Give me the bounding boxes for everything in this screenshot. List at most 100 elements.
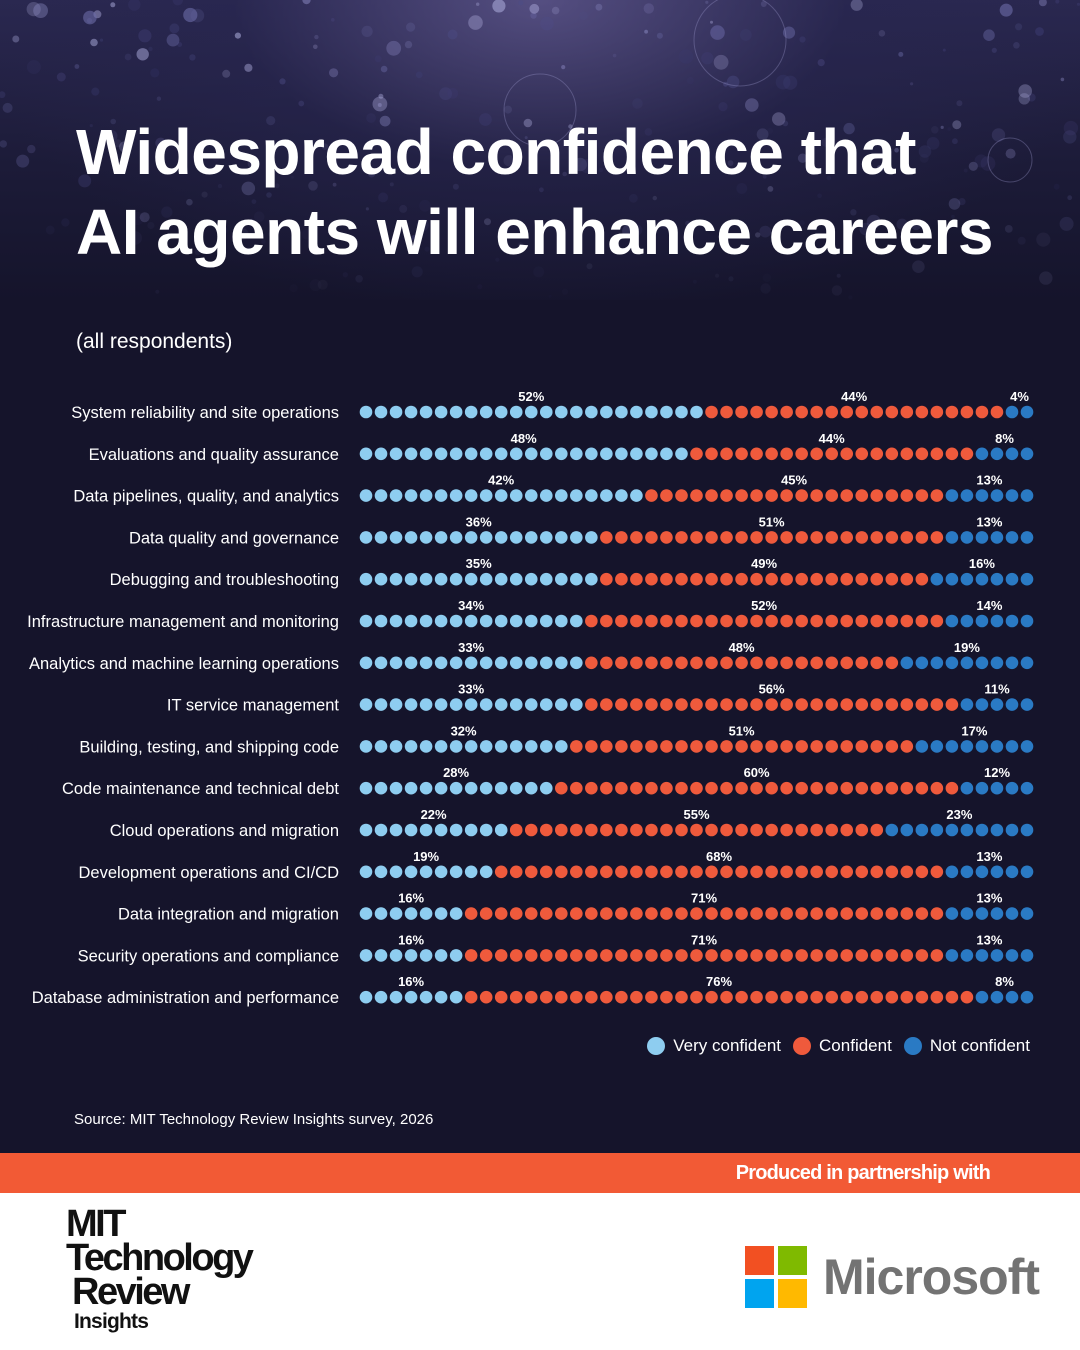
data-label: 71%	[691, 932, 717, 947]
dot-mark	[434, 656, 448, 670]
decorative-dot	[33, 3, 48, 18]
dot-mark	[750, 531, 763, 544]
dot-mark	[810, 781, 823, 795]
decorative-dot	[314, 34, 319, 40]
decorative-dot	[539, 187, 544, 193]
decorative-dot	[912, 260, 925, 274]
dot-mark	[524, 698, 538, 711]
dot-mark	[945, 614, 959, 628]
dot-mark	[1005, 405, 1019, 419]
decorative-dot	[0, 140, 7, 148]
decorative-dot	[386, 40, 402, 56]
dot-mark	[494, 405, 508, 419]
dot-mark	[630, 614, 643, 628]
data-label: 48%	[729, 640, 755, 655]
dot-mark	[524, 405, 538, 419]
dot-mark	[900, 865, 914, 879]
dot-mark	[1020, 949, 1034, 962]
decorative-dot	[644, 146, 649, 151]
dot-mark	[840, 949, 854, 962]
dot-mark	[900, 531, 914, 544]
dot-mark	[585, 656, 598, 670]
decorative-dot	[492, 0, 506, 13]
dot-mark	[750, 781, 763, 795]
decorative-dot	[1067, 195, 1073, 201]
dot-mark	[464, 698, 478, 711]
category-label: Building, testing, and shipping code	[79, 738, 339, 756]
dot-mark	[524, 990, 538, 1004]
dot-mark	[960, 531, 974, 544]
dot-mark	[990, 698, 1004, 711]
dot-mark	[870, 405, 884, 419]
dot-mark	[930, 823, 944, 837]
dot-mark	[524, 865, 538, 879]
dot-mark	[645, 489, 658, 502]
dot-mark	[464, 907, 478, 920]
dot-mark	[374, 907, 388, 920]
dot-mark	[570, 740, 583, 753]
dot-mark	[870, 907, 884, 920]
dot-mark	[915, 614, 929, 628]
category-label: Debugging and troubleshooting	[110, 571, 339, 589]
dot-mark	[660, 489, 673, 502]
dot-mark	[600, 990, 613, 1004]
decorative-dot	[859, 222, 872, 236]
dot-mark	[1005, 614, 1019, 628]
dot-mark	[885, 823, 899, 837]
decorative-dot	[631, 224, 643, 236]
category-label: Data quality and governance	[129, 529, 339, 547]
footer: MIT Technology Review Insights Microsoft	[0, 1193, 1080, 1350]
data-label: 33%	[458, 640, 484, 655]
dot-mark	[705, 405, 718, 419]
dot-mark	[795, 405, 808, 419]
dot-mark	[795, 823, 808, 837]
dot-mark	[539, 949, 553, 962]
legend-label-not-confident: Not confident	[929, 1036, 1030, 1055]
data-label: 34%	[458, 598, 484, 613]
decorative-dot	[274, 183, 280, 189]
category-label: Evaluations and quality assurance	[89, 446, 339, 464]
dot-mark	[870, 447, 884, 461]
dot-mark	[780, 531, 793, 544]
dot-mark	[419, 656, 433, 670]
decorative-dot	[728, 276, 734, 282]
dot-mark	[780, 740, 793, 753]
decorative-dot	[901, 131, 910, 140]
dot-mark	[570, 823, 583, 837]
data-label: 23%	[946, 807, 972, 822]
dot-mark	[855, 531, 869, 544]
dot-mark	[660, 990, 673, 1004]
decorative-dot	[424, 246, 430, 252]
data-label: 35%	[466, 556, 492, 571]
decorative-dot	[705, 0, 709, 4]
decorative-dot	[201, 191, 208, 198]
dot-mark	[404, 865, 418, 879]
decorative-dot	[836, 273, 841, 278]
data-label: 44%	[841, 389, 867, 404]
dot-mark	[404, 990, 418, 1004]
dot-mark	[660, 572, 673, 586]
decorative-dot	[598, 167, 604, 173]
dot-mark	[735, 656, 748, 670]
dot-mark	[990, 447, 1004, 461]
dot-mark	[449, 823, 463, 837]
decorative-dot	[186, 198, 193, 206]
dot-mark	[780, 781, 793, 795]
dot-mark	[750, 907, 763, 920]
dot-mark	[630, 781, 643, 795]
dot-mark	[494, 656, 508, 670]
dot-mark	[404, 489, 418, 502]
dot-mark	[915, 405, 929, 419]
dot-mark	[795, 489, 808, 502]
dot-mark	[600, 949, 613, 962]
decorative-dot	[983, 29, 995, 41]
decorative-dot	[166, 33, 180, 47]
dot-mark	[960, 489, 974, 502]
dot-mark	[840, 907, 854, 920]
dot-mark	[915, 823, 929, 837]
decorative-dot	[736, 183, 748, 194]
dot-mark	[840, 572, 854, 586]
decorative-dot	[762, 174, 767, 179]
decorative-dot	[377, 103, 382, 107]
dot-mark	[885, 405, 899, 419]
